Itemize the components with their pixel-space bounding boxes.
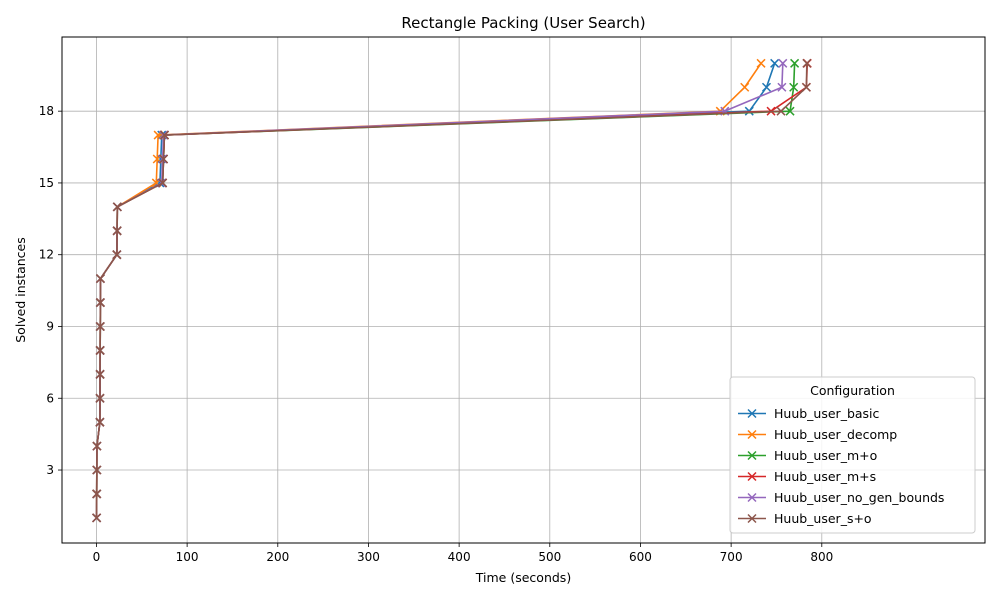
legend-label: Huub_user_basic <box>774 406 880 421</box>
data-point-marker <box>92 513 102 523</box>
data-point-marker <box>92 465 102 475</box>
x-tick-label: 500 <box>538 550 561 564</box>
data-point-marker <box>789 82 799 92</box>
data-point-marker <box>785 106 795 116</box>
data-point-marker <box>95 369 105 379</box>
data-point-marker <box>158 178 168 188</box>
data-point-marker <box>801 82 811 92</box>
legend-label: Huub_user_m+o <box>774 448 877 463</box>
data-point-marker <box>778 58 788 68</box>
data-point-marker <box>112 202 122 212</box>
data-point-marker <box>95 321 105 332</box>
legend: Configuration Huub_user_basic Huub_user_d… <box>729 376 976 534</box>
y-tick-label: 12 <box>39 248 54 262</box>
x-tick-label: 300 <box>357 550 380 564</box>
legend-item: Huub_user_no_gen_bounds <box>738 490 944 505</box>
y-tick-label: 15 <box>39 176 54 190</box>
data-point-marker <box>159 130 169 140</box>
data-point-marker <box>92 489 102 499</box>
legend-box <box>729 376 976 534</box>
plot-frame <box>61 36 986 544</box>
data-point-marker <box>777 82 787 92</box>
y-tick-label: 6 <box>46 391 54 405</box>
data-point-marker <box>112 226 122 236</box>
legend-item: Huub_user_m+o <box>738 448 877 463</box>
legend-item: Huub_user_decomp <box>738 427 897 442</box>
x-tick-label: 700 <box>720 550 743 564</box>
data-point-marker <box>95 393 105 403</box>
x-tick-label: 600 <box>629 550 652 564</box>
data-point-marker <box>761 82 772 92</box>
data-point-marker <box>740 82 750 92</box>
data-point-marker <box>770 58 780 68</box>
data-point-marker <box>776 106 786 116</box>
data-point-marker <box>95 274 105 284</box>
series-Huub_user_s+o <box>92 58 812 523</box>
y-tick-label: 18 <box>39 104 54 118</box>
legend-item: Huub_user_basic <box>738 406 880 421</box>
legend-label: Huub_user_s+o <box>774 511 872 526</box>
data-point-marker <box>790 58 800 68</box>
y-tick-label: 9 <box>46 319 54 333</box>
x-tick-label: 400 <box>448 550 471 564</box>
data-point-marker <box>802 58 812 68</box>
data-point-marker <box>112 250 122 260</box>
y-axis-label: Solved instances <box>13 237 28 343</box>
legend-items: Huub_user_basic Huub_user_decomp Huub_user… <box>738 406 944 526</box>
x-tick-label: 800 <box>810 550 833 564</box>
data-point-marker <box>756 58 766 68</box>
ticks: 0 100 200 300 400 500 600 700 800 3 6 9 12 15 18 <box>39 104 834 564</box>
data-point-marker <box>95 345 105 355</box>
chart-title: Rectangle Packing (User Search) <box>401 14 645 32</box>
legend-title: Configuration <box>810 383 895 398</box>
x-axis-label: Time (seconds) <box>475 570 571 585</box>
legend-label: Huub_user_no_gen_bounds <box>774 490 944 505</box>
data-point-marker <box>92 441 102 451</box>
series-layer <box>92 58 812 523</box>
x-tick-label: 0 <box>93 550 101 564</box>
data-point-marker <box>95 298 105 308</box>
data-point-marker <box>95 417 105 427</box>
series-line <box>95 63 808 518</box>
x-tick-label: 200 <box>266 550 289 564</box>
data-point-marker <box>159 154 169 164</box>
legend-label: Huub_user_decomp <box>774 427 897 442</box>
data-point-marker <box>744 106 754 116</box>
legend-item: Huub_user_m+s <box>738 469 876 484</box>
legend-label: Huub_user_m+s <box>774 469 876 484</box>
legend-item: Huub_user_s+o <box>738 511 872 526</box>
y-tick-label: 3 <box>46 463 54 477</box>
x-tick-label: 100 <box>176 550 199 564</box>
